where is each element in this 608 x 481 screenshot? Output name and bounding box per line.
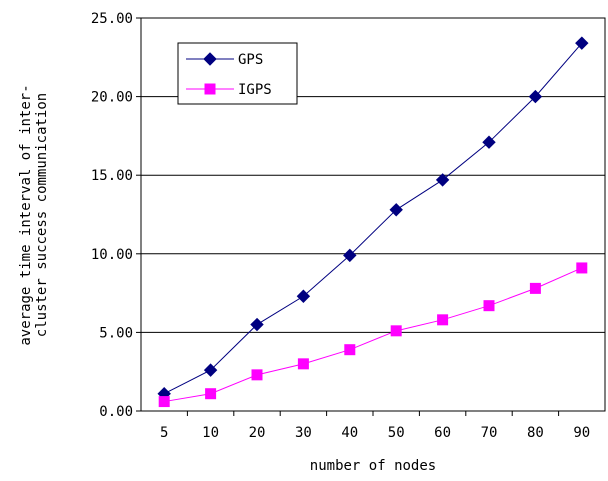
y-axis-title: average time interval of inter- cluster …: [18, 84, 50, 345]
legend-label-igps: IGPS: [238, 82, 272, 98]
data-point-igps: [205, 388, 217, 400]
legend-marker-igps: [204, 83, 216, 95]
data-point-gps: [343, 248, 357, 263]
data-point-gps: [389, 203, 403, 217]
x-tick-label: 60: [434, 425, 451, 441]
y-tick-label: 5.00: [99, 325, 133, 341]
legend-marker-gps: [203, 52, 217, 66]
legend-box: [177, 42, 298, 105]
data-point-gps: [296, 289, 311, 303]
legend-item-gps: GPS: [186, 52, 263, 68]
data-point-igps: [483, 300, 495, 312]
data-point-igps: [576, 262, 588, 274]
x-tick-label: 5: [160, 425, 168, 441]
data-point-gps: [250, 317, 264, 332]
grid-lines: [141, 96, 605, 333]
x-tick-label: 10: [202, 425, 219, 441]
y-tick-label: 25.00: [91, 11, 133, 27]
y-axis-title-line-2: cluster success communication: [34, 93, 50, 337]
y-tick-label: 0.00: [99, 404, 133, 420]
data-point-igps: [344, 344, 356, 356]
data-point-igps: [158, 396, 170, 408]
x-tick-label: 40: [341, 425, 358, 441]
series-line-gps: [163, 42, 583, 395]
legend-label-gps: GPS: [238, 52, 263, 68]
data-point-igps: [390, 325, 402, 337]
legend: GPS IGPS: [177, 42, 298, 105]
y-tick-label: 20.00: [91, 90, 133, 106]
x-axis-title: number of nodes: [310, 458, 436, 474]
x-tick-label: 90: [573, 425, 590, 441]
x-tick-label: 50: [388, 425, 405, 441]
data-point-igps: [437, 314, 449, 326]
series-line-igps: [164, 267, 583, 403]
series-layer: [157, 36, 589, 408]
x-axis-ticks: 5 10 20 30 40 50 60 70 80 90: [160, 411, 590, 441]
legend-item-igps: IGPS: [186, 82, 272, 98]
series-igps: [158, 262, 588, 408]
data-point-igps: [529, 282, 541, 294]
y-tick-label: 10.00: [91, 247, 133, 263]
series-gps: [157, 36, 589, 401]
x-tick-label: 20: [249, 425, 266, 441]
data-point-gps: [528, 89, 543, 104]
y-axis-title-line-1: average time interval of inter-: [18, 84, 34, 345]
y-axis-ticks: 0.00 5.00 10.00 15.00 20.00 25.00: [91, 11, 141, 420]
y-tick-label: 15.00: [91, 168, 133, 184]
x-tick-label: 80: [527, 425, 544, 441]
data-point-igps: [251, 369, 263, 381]
data-point-igps: [297, 358, 309, 370]
x-tick-label: 30: [295, 425, 312, 441]
data-point-gps: [575, 36, 589, 50]
data-point-gps: [482, 135, 496, 149]
x-tick-label: 70: [481, 425, 498, 441]
data-point-gps: [203, 363, 218, 377]
data-point-gps: [435, 173, 450, 187]
